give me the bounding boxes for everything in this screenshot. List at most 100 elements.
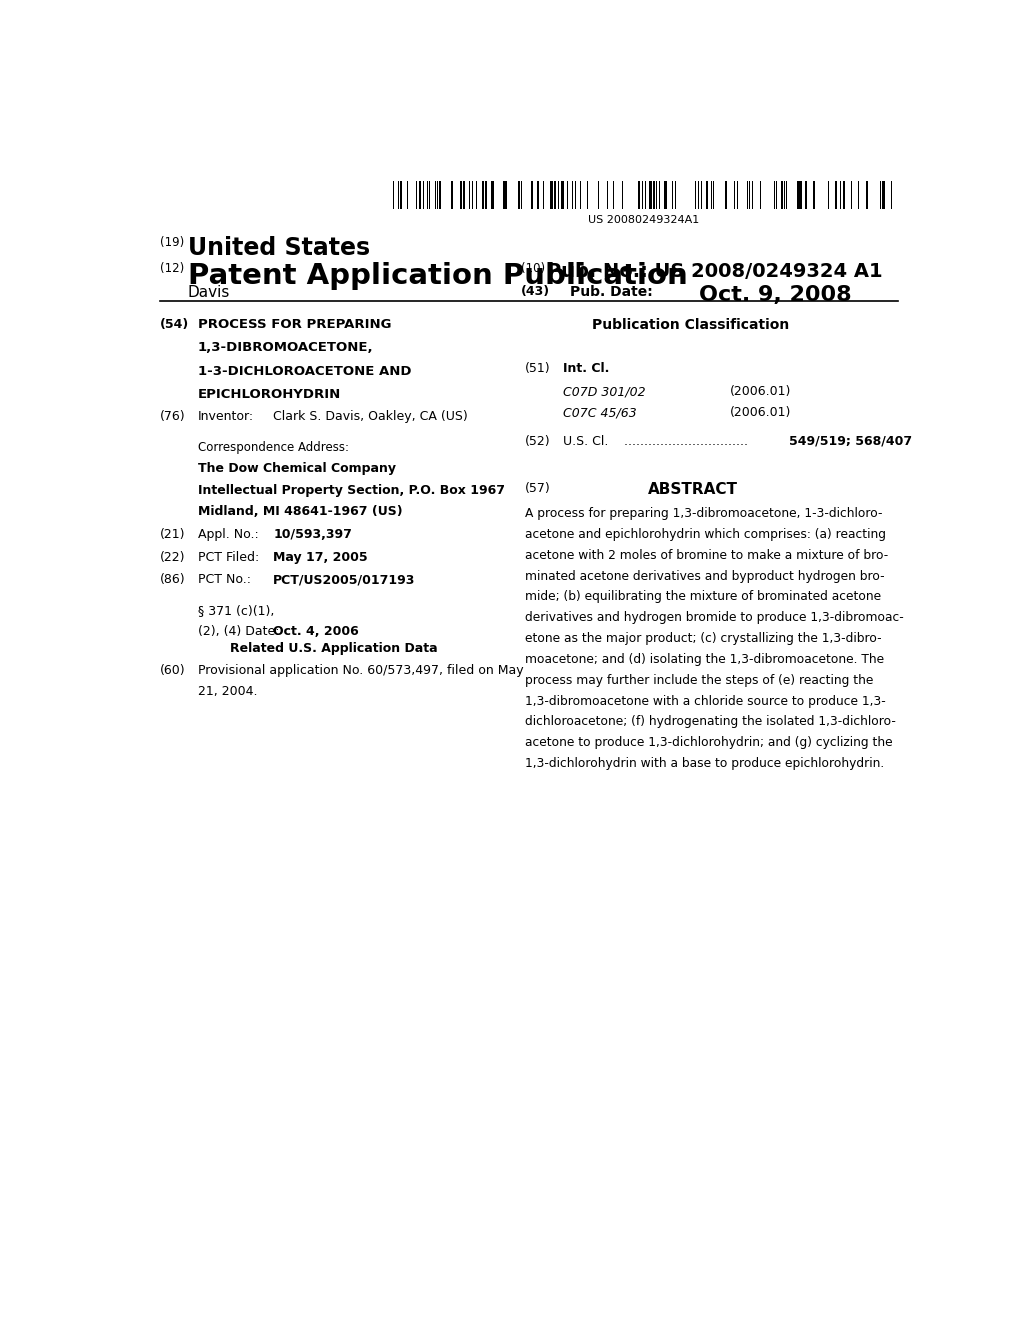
Bar — [574, 181, 575, 210]
Text: C07C 45/63: C07C 45/63 — [563, 407, 637, 420]
Text: (57): (57) — [524, 482, 551, 495]
Bar — [400, 181, 401, 210]
Text: dichloroacetone; (f) hydrogenating the isolated 1,3-dichloro-: dichloroacetone; (f) hydrogenating the i… — [524, 715, 896, 729]
Text: PCT No.:: PCT No.: — [198, 573, 251, 586]
Bar — [464, 181, 465, 210]
Bar — [664, 181, 667, 210]
Text: (21): (21) — [160, 528, 185, 541]
Text: (86): (86) — [160, 573, 185, 586]
Bar — [707, 181, 708, 210]
Bar — [695, 181, 696, 210]
Bar — [484, 181, 487, 210]
Bar — [521, 181, 522, 210]
Text: Pub. Date:: Pub. Date: — [570, 285, 652, 300]
Bar — [461, 181, 462, 210]
Bar — [700, 181, 701, 210]
Bar — [472, 181, 473, 210]
Text: ABSTRACT: ABSTRACT — [648, 482, 738, 496]
Text: 1-3-DICHLOROACETONE AND: 1-3-DICHLOROACETONE AND — [198, 364, 412, 378]
Bar — [423, 181, 424, 210]
Text: (52): (52) — [524, 434, 551, 447]
Bar — [392, 181, 394, 210]
Text: ...............................: ............................... — [620, 434, 748, 447]
Text: (2006.01): (2006.01) — [729, 407, 791, 420]
Bar — [760, 181, 762, 210]
Bar — [563, 181, 564, 210]
Text: (2006.01): (2006.01) — [729, 385, 791, 399]
Bar — [666, 181, 667, 210]
Bar — [858, 181, 859, 210]
Text: May 17, 2005: May 17, 2005 — [273, 550, 368, 564]
Bar — [539, 181, 540, 210]
Text: derivatives and hydrogen bromide to produce 1,3-dibromoac-: derivatives and hydrogen bromide to prod… — [524, 611, 903, 624]
Text: Clark S. Davis, Oakley, CA (US): Clark S. Davis, Oakley, CA (US) — [273, 411, 468, 424]
Bar — [783, 181, 784, 210]
Text: Appl. No.:: Appl. No.: — [198, 528, 259, 541]
Text: Patent Application Publication: Patent Application Publication — [187, 263, 687, 290]
Text: mide; (b) equilibrating the mixture of brominated acetone: mide; (b) equilibrating the mixture of b… — [524, 590, 881, 603]
Text: PROCESS FOR PREPARING: PROCESS FOR PREPARING — [198, 318, 391, 331]
Text: Inventor:: Inventor: — [198, 411, 254, 424]
Bar — [492, 181, 494, 210]
Bar — [883, 181, 885, 210]
Text: acetone with 2 moles of bromine to make a mixture of bro-: acetone with 2 moles of bromine to make … — [524, 549, 888, 562]
Text: Related U.S. Application Data: Related U.S. Application Data — [229, 643, 437, 655]
Text: etone as the major product; (c) crystallizing the 1,3-dibro-: etone as the major product; (c) crystall… — [524, 632, 882, 645]
Text: (51): (51) — [524, 362, 551, 375]
Text: 21, 2004.: 21, 2004. — [198, 685, 257, 698]
Bar — [639, 181, 640, 210]
Bar — [622, 181, 623, 210]
Bar — [435, 181, 436, 210]
Bar — [798, 181, 800, 210]
Bar — [558, 181, 559, 210]
Text: (76): (76) — [160, 411, 185, 424]
Bar — [531, 181, 532, 210]
Text: (12): (12) — [160, 263, 184, 275]
Bar — [805, 181, 807, 210]
Text: (10): (10) — [521, 263, 545, 275]
Bar — [561, 181, 562, 210]
Bar — [607, 181, 608, 210]
Bar — [836, 181, 837, 210]
Text: Provisional application No. 60/573,497, filed on May: Provisional application No. 60/573,497, … — [198, 664, 523, 677]
Bar — [867, 181, 868, 210]
Bar — [484, 181, 487, 210]
Text: 1,3-DIBROMOACETONE,: 1,3-DIBROMOACETONE, — [198, 342, 374, 354]
Text: § 371 (c)(1),: § 371 (c)(1), — [198, 603, 274, 616]
Text: Publication Classification: Publication Classification — [592, 318, 790, 331]
Text: PCT/US2005/017193: PCT/US2005/017193 — [273, 573, 416, 586]
Bar — [420, 181, 421, 210]
Text: 10/593,397: 10/593,397 — [273, 528, 352, 541]
Bar — [654, 181, 655, 210]
Text: Midland, MI 48641-1967 (US): Midland, MI 48641-1967 (US) — [198, 506, 402, 517]
Text: 1,3-dibromoacetone with a chloride source to produce 1,3-: 1,3-dibromoacetone with a chloride sourc… — [524, 694, 886, 708]
Text: Correspondence Address:: Correspondence Address: — [198, 441, 349, 454]
Bar — [801, 181, 802, 210]
Bar — [781, 181, 782, 210]
Bar — [713, 181, 715, 210]
Text: Intellectual Property Section, P.O. Box 1967: Intellectual Property Section, P.O. Box … — [198, 483, 505, 496]
Text: United States: United States — [187, 236, 370, 260]
Text: A process for preparing 1,3-dibromoacetone, 1-3-dichloro-: A process for preparing 1,3-dibromoaceto… — [524, 507, 883, 520]
Text: (22): (22) — [160, 550, 185, 564]
Bar — [437, 181, 438, 210]
Bar — [843, 181, 845, 210]
Bar — [588, 181, 589, 210]
Bar — [891, 181, 892, 210]
Text: (43): (43) — [521, 285, 550, 298]
Bar — [550, 181, 551, 210]
Text: Pub. No.: US 2008/0249324 A1: Pub. No.: US 2008/0249324 A1 — [547, 263, 883, 281]
Bar — [503, 181, 505, 210]
Bar — [429, 181, 430, 210]
Bar — [650, 181, 652, 210]
Bar — [416, 181, 417, 210]
Text: (60): (60) — [160, 664, 185, 677]
Text: process may further include the steps of (e) reacting the: process may further include the steps of… — [524, 673, 873, 686]
Text: acetone to produce 1,3-dichlorohydrin; and (g) cyclizing the: acetone to produce 1,3-dichlorohydrin; a… — [524, 737, 893, 750]
Text: (54): (54) — [160, 318, 189, 331]
Text: EPICHLOROHYDRIN: EPICHLOROHYDRIN — [198, 388, 341, 401]
Text: (2), (4) Date:: (2), (4) Date: — [198, 624, 280, 638]
Bar — [451, 181, 453, 210]
Bar — [543, 181, 544, 210]
Text: C07D 301/02: C07D 301/02 — [563, 385, 645, 399]
